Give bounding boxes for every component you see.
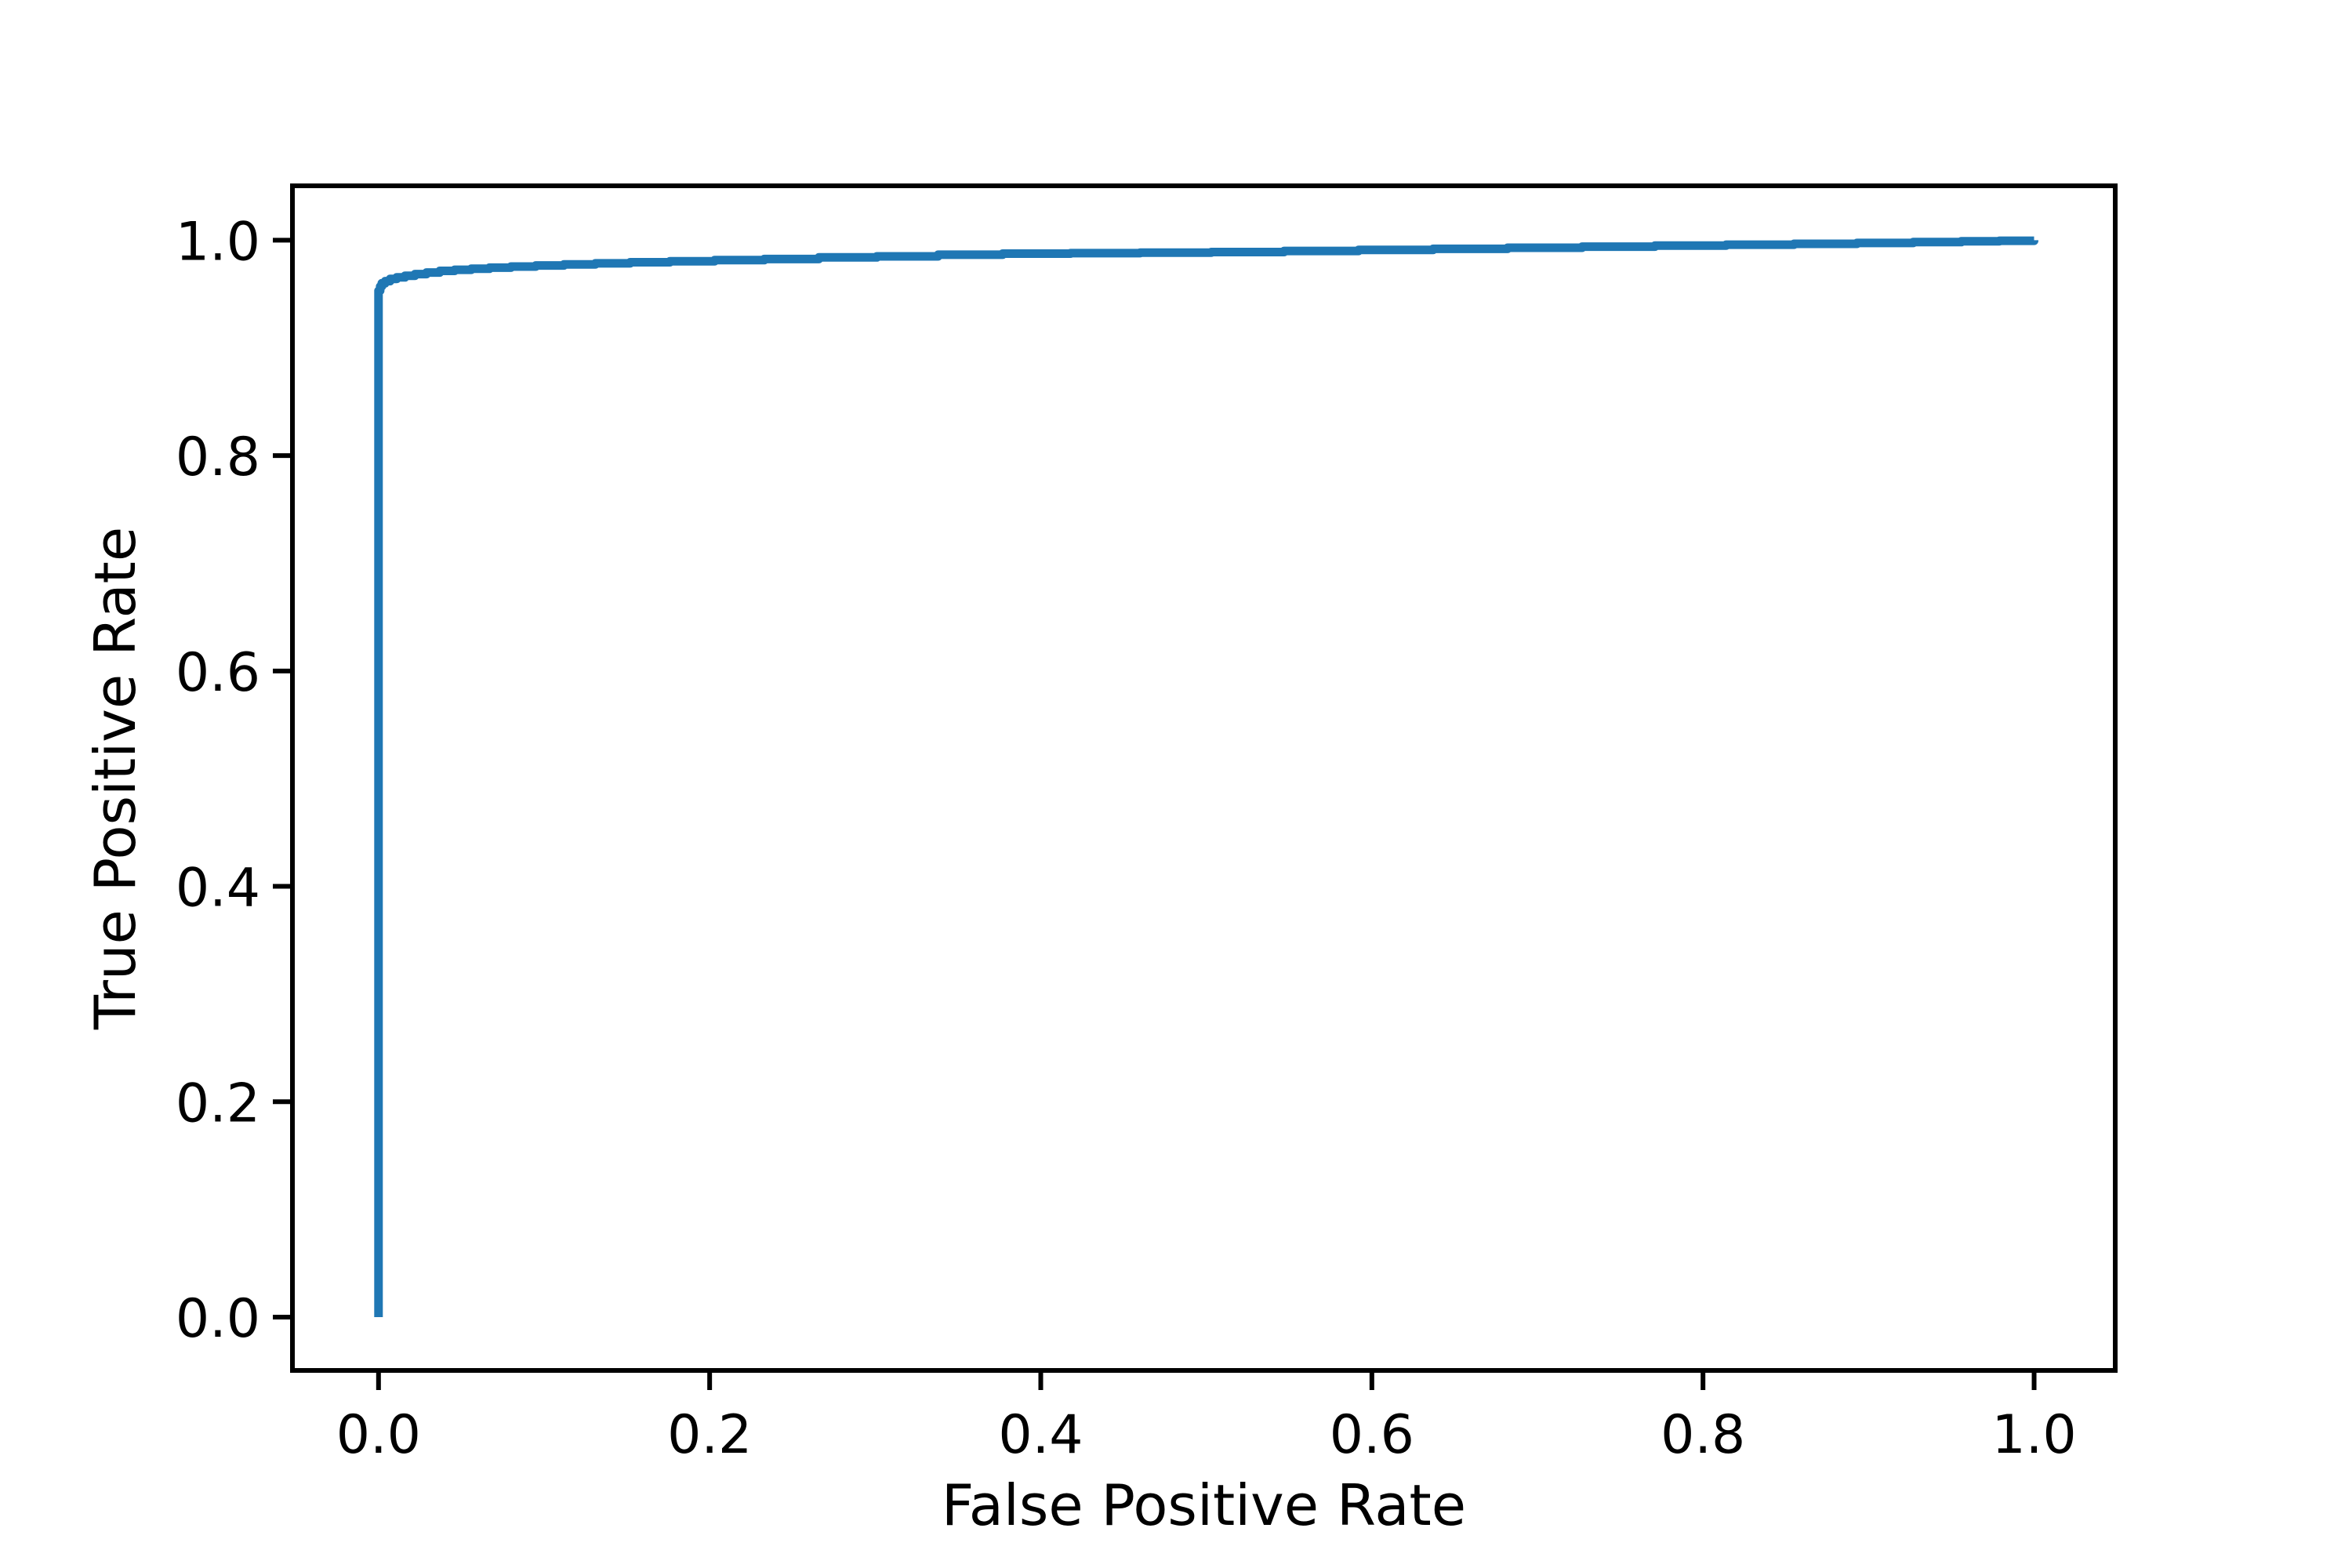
x-tick-label: 0.2 [667, 1404, 752, 1466]
axis-ticks: 0.0 0.2 0.4 0.6 0.8 1.0 0.0 0.2 0.4 0.6 0.8 1.0 [176, 211, 2077, 1466]
x-axis-label: False Positive Rate [942, 1472, 1466, 1538]
y-tick-label: 0.4 [176, 858, 260, 920]
y-tick-label: 0.0 [176, 1288, 260, 1350]
y-tick-label: 0.8 [176, 426, 260, 488]
axes-frame [290, 183, 2118, 1373]
roc-curve-line [374, 236, 2038, 1317]
x-tick-label: 1.0 [1991, 1404, 2076, 1466]
x-tick-label: 0.8 [1661, 1404, 1745, 1466]
x-tick-label: 0.6 [1330, 1404, 1414, 1466]
y-axis-label: True Positive Rate [82, 527, 148, 1030]
x-tick-label: 0.4 [998, 1404, 1083, 1466]
y-tick-label: 1.0 [176, 211, 260, 273]
x-tick-label: 0.0 [336, 1404, 421, 1466]
y-tick-label: 0.2 [176, 1073, 260, 1134]
y-tick-label: 0.6 [176, 642, 260, 704]
